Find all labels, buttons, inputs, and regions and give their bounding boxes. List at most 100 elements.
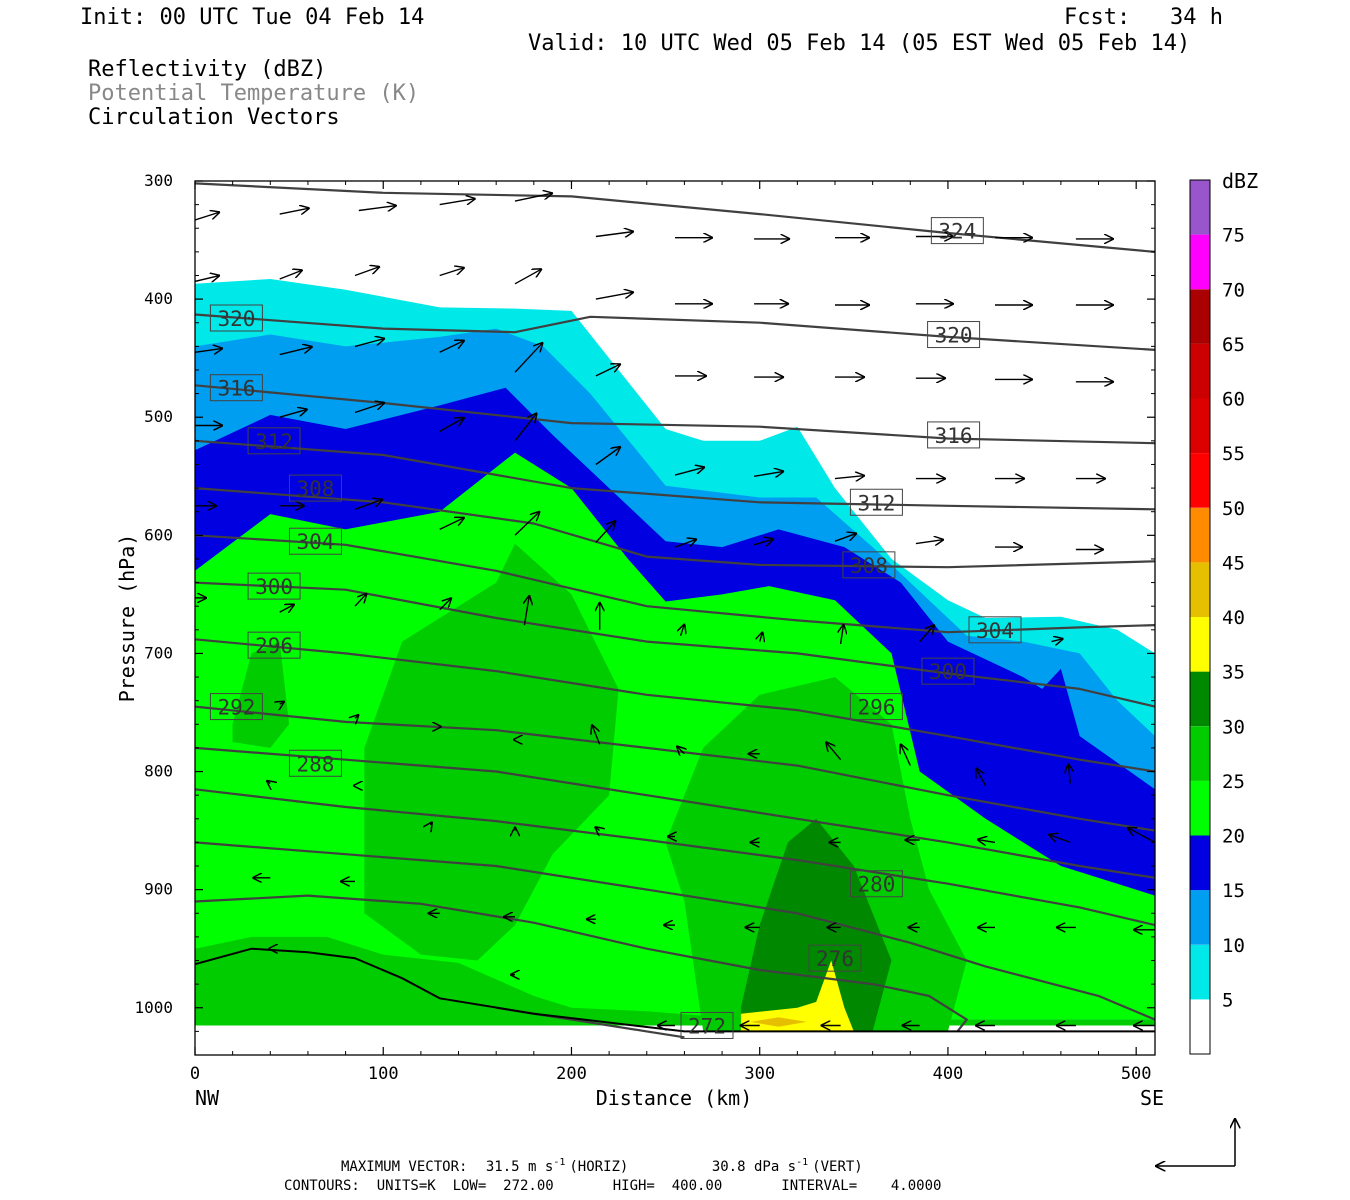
contour-label: 276 — [808, 944, 862, 972]
contour-label: 272 — [680, 1011, 734, 1039]
contour-label-text: 300 — [255, 575, 293, 599]
contour-label-text: 304 — [976, 619, 1014, 643]
circulation-vector — [195, 275, 220, 281]
circulation-vector — [826, 742, 842, 761]
y-tick-label: 500 — [144, 407, 173, 426]
circulation-vector — [595, 827, 600, 831]
contour-label-text: 296 — [857, 696, 895, 720]
theta-contour-280k — [195, 841, 1155, 1021]
axes: 300 400 500 600 700 800 900 1000 0 100 200 300 400 50… — [134, 171, 1155, 1084]
circulation-vector — [753, 539, 774, 545]
reflectivity-region-40dbz — [750, 1017, 807, 1027]
contour-label-text: 312 — [857, 491, 895, 515]
theta-contour-300k — [195, 581, 1155, 708]
contour-label: 300 — [921, 657, 975, 685]
circulation-vector — [439, 517, 465, 531]
colorbar-tick-label: 10 — [1222, 935, 1245, 957]
contour-label-text: 272 — [688, 1014, 726, 1038]
circulation-vector — [279, 270, 303, 280]
reflectivity-region-30dbz — [740, 818, 892, 1032]
colorbar-tick-label: 65 — [1222, 334, 1245, 356]
contour-label-text: 296 — [255, 634, 293, 658]
init-time: Init: 00 UTC Tue 04 Feb 14 — [80, 5, 425, 30]
circulation-vector — [919, 625, 935, 643]
circulation-vector — [915, 540, 944, 544]
contour-label: 308 — [842, 551, 896, 579]
theta-contour-296k — [195, 638, 1155, 773]
circulation-vector — [358, 206, 397, 211]
theta-contours — [195, 182, 1155, 1039]
contour-label-text: 300 — [929, 660, 967, 684]
max-vector-horiz-exp: -1 — [553, 1157, 565, 1168]
contour-label-text: 320 — [935, 324, 973, 348]
circulation-vector — [439, 199, 476, 206]
contour-label: 324 — [930, 217, 984, 245]
x-tick-label: 0 — [190, 1064, 200, 1084]
max-vector-vert: 30.8 dPa s — [712, 1159, 796, 1175]
circulation-vector — [430, 822, 432, 825]
contour-label: 320 — [209, 304, 263, 332]
circulation-vector — [279, 409, 308, 418]
reflectivity-region-25dbz — [195, 936, 1155, 1026]
contour-label-text: 316 — [217, 377, 255, 401]
contour-label-text: 304 — [297, 530, 335, 554]
circulation-vector — [976, 768, 987, 787]
colorbar-box — [1190, 507, 1210, 563]
circulation-vector — [195, 212, 220, 221]
reflectivity-region-25dbz — [364, 543, 619, 961]
colorbar-box — [1190, 944, 1210, 1000]
max-vector-horiz: 31.5 m s — [486, 1159, 553, 1175]
contour-label-text: 316 — [935, 424, 973, 448]
circulation-vector — [514, 269, 542, 285]
x-axis-label: Distance (km) — [596, 1086, 753, 1110]
circulation-vector — [760, 632, 763, 642]
valid-time: Valid: 10 UTC Wed 05 Feb 14 (05 EST Wed … — [528, 31, 1191, 56]
x-tick-label: 400 — [933, 1064, 964, 1084]
contour-label-text: 280 — [857, 873, 895, 897]
colorbar-box — [1190, 343, 1210, 399]
contour-label: 308 — [288, 474, 342, 502]
colorbar-tick-label: 15 — [1222, 880, 1245, 902]
circulation-vectors — [195, 193, 1155, 1025]
colorbar-box — [1190, 835, 1210, 891]
x-end-label-se: SE — [1140, 1086, 1164, 1110]
colorbar-tick-label: 40 — [1222, 607, 1245, 629]
theta-contour-320k — [195, 313, 1155, 351]
colorbar-tick-label: 55 — [1222, 443, 1245, 465]
circulation-vector — [514, 193, 553, 202]
circulation-vector — [439, 268, 465, 277]
circulation-vector — [1068, 763, 1070, 784]
circulation-vector — [514, 413, 537, 442]
y-tick-label: 900 — [144, 880, 173, 899]
theta-contour-312k — [195, 439, 1155, 511]
colorbar-tick-label: 70 — [1222, 279, 1245, 301]
theta-contour-276k — [195, 894, 968, 1033]
x-end-label-nw: NW — [195, 1086, 220, 1110]
max-vector-vert-tail: (VERT) — [812, 1159, 863, 1175]
y-tick-label: 400 — [144, 289, 173, 308]
contour-label-text: 312 — [255, 430, 293, 454]
contours-info: CONTOURS: UNITS=K LOW= 272.00 HIGH= 400.… — [284, 1178, 941, 1194]
circulation-vector — [354, 499, 383, 510]
contour-label: 296 — [849, 693, 903, 721]
colorbar-box — [1190, 234, 1210, 290]
colorbar-tick-label: 20 — [1222, 826, 1245, 848]
circulation-vector — [834, 533, 857, 542]
x-tick-label: 300 — [744, 1064, 775, 1084]
y-tick-label: 300 — [144, 171, 173, 190]
colorbar-box — [1190, 780, 1210, 836]
circulation-vector — [595, 292, 634, 300]
contour-label-text: 308 — [850, 554, 888, 578]
y-tick-label: 700 — [144, 643, 173, 662]
y-axis-label: Pressure (hPa) — [115, 534, 139, 703]
circulation-vector — [595, 364, 621, 377]
colorbar-tick-label: 25 — [1222, 771, 1245, 793]
circulation-vector — [279, 347, 313, 356]
x-tick-label: 100 — [368, 1064, 399, 1084]
circulation-vector — [595, 520, 616, 543]
colorbar-tick-label: 50 — [1222, 498, 1245, 520]
y-tick-label: 600 — [144, 525, 173, 544]
circulation-vector — [514, 342, 543, 373]
circulation-vector — [354, 403, 385, 414]
contour-label: 280 — [849, 870, 903, 898]
